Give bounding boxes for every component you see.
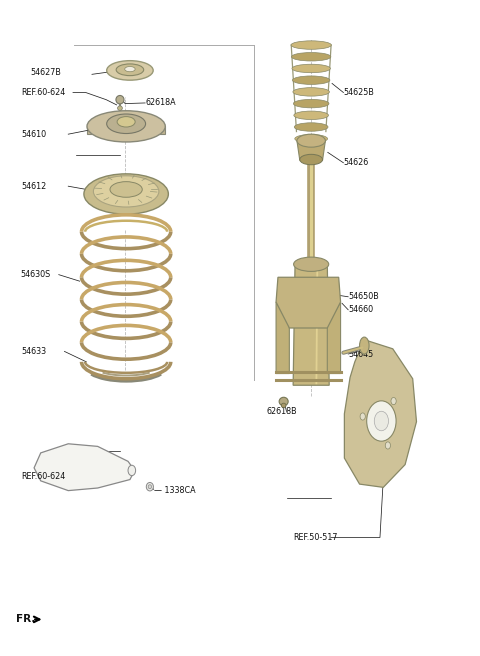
Ellipse shape — [116, 64, 144, 75]
Ellipse shape — [279, 398, 288, 405]
Ellipse shape — [292, 76, 330, 85]
Ellipse shape — [94, 176, 159, 207]
Polygon shape — [327, 302, 341, 373]
Polygon shape — [297, 140, 325, 160]
Ellipse shape — [360, 413, 365, 420]
Polygon shape — [34, 443, 135, 491]
Text: 54610: 54610 — [22, 130, 47, 138]
Ellipse shape — [374, 411, 388, 431]
Text: REF.60-624: REF.60-624 — [21, 472, 65, 481]
Text: 54612: 54612 — [22, 182, 47, 191]
Text: REF.60-624: REF.60-624 — [21, 88, 65, 97]
Text: 54625B: 54625B — [343, 88, 374, 97]
Ellipse shape — [293, 99, 329, 108]
Text: 54645: 54645 — [348, 350, 373, 359]
Ellipse shape — [116, 96, 124, 104]
Ellipse shape — [385, 442, 391, 449]
Ellipse shape — [294, 257, 329, 272]
Text: 54660: 54660 — [348, 305, 373, 314]
Ellipse shape — [291, 52, 331, 61]
Polygon shape — [344, 340, 417, 487]
Ellipse shape — [295, 134, 327, 143]
Text: 54633: 54633 — [22, 347, 47, 356]
Ellipse shape — [87, 111, 165, 142]
Ellipse shape — [148, 485, 152, 489]
Polygon shape — [276, 302, 289, 373]
Ellipse shape — [294, 123, 328, 131]
Text: 54630S: 54630S — [21, 270, 51, 279]
Ellipse shape — [360, 337, 369, 354]
Text: FR.: FR. — [16, 615, 36, 625]
Polygon shape — [87, 127, 165, 134]
Ellipse shape — [107, 114, 145, 134]
Ellipse shape — [391, 398, 396, 405]
Text: — 1338CA: — 1338CA — [154, 486, 195, 495]
Ellipse shape — [291, 41, 331, 49]
Ellipse shape — [117, 117, 135, 127]
Ellipse shape — [367, 401, 396, 441]
Polygon shape — [276, 277, 341, 328]
Ellipse shape — [281, 403, 286, 407]
Ellipse shape — [294, 111, 328, 119]
Text: 54626: 54626 — [343, 158, 369, 167]
Text: REF.50-517: REF.50-517 — [293, 533, 337, 542]
Ellipse shape — [292, 64, 330, 73]
Text: 62618B: 62618B — [266, 407, 297, 416]
Text: 62618A: 62618A — [145, 98, 176, 108]
Ellipse shape — [293, 88, 329, 96]
Text: 54650B: 54650B — [348, 293, 379, 301]
Text: 54627B: 54627B — [30, 68, 61, 77]
Polygon shape — [293, 264, 329, 385]
Ellipse shape — [107, 60, 153, 80]
Ellipse shape — [84, 174, 168, 214]
Ellipse shape — [110, 182, 142, 197]
Ellipse shape — [297, 134, 325, 147]
Ellipse shape — [118, 106, 122, 110]
Ellipse shape — [300, 154, 323, 165]
Ellipse shape — [146, 482, 154, 491]
Ellipse shape — [128, 465, 136, 476]
Ellipse shape — [125, 66, 135, 72]
